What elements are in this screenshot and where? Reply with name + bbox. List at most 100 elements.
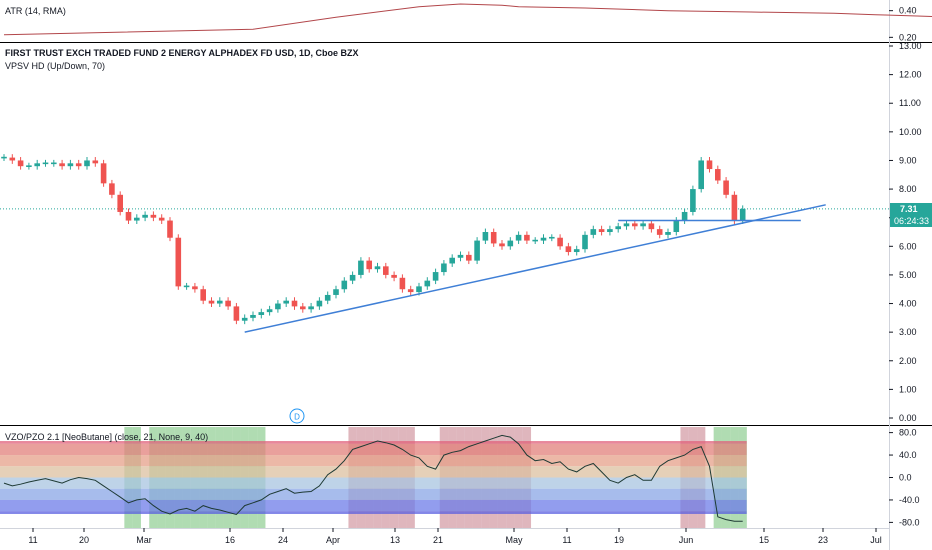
candle[interactable]: [200, 289, 206, 301]
candle[interactable]: [673, 220, 680, 232]
candle[interactable]: [258, 312, 265, 315]
candle[interactable]: [731, 194, 738, 221]
candle[interactable]: [374, 266, 381, 270]
volume-profile-label[interactable]: VPSV HD (Up/Down, 70): [5, 61, 105, 71]
candle[interactable]: [582, 234, 588, 250]
candle[interactable]: [681, 211, 688, 221]
candle[interactable]: [399, 277, 406, 290]
candle[interactable]: [698, 160, 704, 190]
candle[interactable]: [100, 163, 107, 184]
candle[interactable]: [482, 232, 489, 241]
candle[interactable]: [275, 303, 281, 310]
atr-label[interactable]: ATR (14, RMA): [5, 6, 66, 16]
atr-line[interactable]: [3, 3, 932, 36]
atr-pane[interactable]: 0.40 0.20: [3, 3, 932, 42]
price-pane[interactable]: 13.0012.0011.0010.009.008.007.006.005.00…: [0, 41, 922, 423]
candle[interactable]: [474, 240, 480, 261]
candle[interactable]: [557, 237, 563, 247]
candle[interactable]: [424, 280, 431, 287]
candle[interactable]: [51, 162, 57, 165]
candle[interactable]: [316, 300, 323, 307]
oscillator-label[interactable]: VZO/PZO 2.1 [NeoButane] (close, 21, None…: [5, 432, 208, 442]
candle[interactable]: [632, 223, 638, 227]
candle[interactable]: [615, 226, 621, 230]
candle[interactable]: [549, 236, 555, 239]
candle[interactable]: [17, 160, 24, 167]
candle[interactable]: [466, 254, 472, 261]
candle[interactable]: [117, 194, 123, 212]
candle[interactable]: [565, 246, 572, 253]
candle[interactable]: [175, 237, 182, 287]
candle[interactable]: [598, 229, 605, 232]
candle[interactable]: [167, 220, 173, 238]
candle[interactable]: [283, 300, 289, 304]
candle[interactable]: [507, 240, 514, 247]
candle[interactable]: [640, 223, 646, 227]
candle[interactable]: [499, 243, 505, 247]
candle[interactable]: [656, 229, 663, 235]
candle[interactable]: [449, 257, 455, 264]
candle[interactable]: [26, 165, 32, 167]
candle[interactable]: [665, 232, 671, 235]
candle[interactable]: [532, 239, 538, 242]
candle[interactable]: [690, 189, 696, 212]
candle[interactable]: [291, 300, 298, 307]
candle[interactable]: [134, 217, 140, 221]
candle[interactable]: [441, 263, 447, 273]
candle[interactable]: [416, 286, 422, 293]
candle[interactable]: [142, 214, 148, 218]
candle[interactable]: [59, 163, 65, 167]
candle[interactable]: [125, 211, 132, 221]
candle[interactable]: [457, 254, 464, 258]
candle[interactable]: [109, 183, 115, 195]
candle[interactable]: [217, 300, 223, 304]
candle[interactable]: [391, 274, 397, 278]
candle[interactable]: [34, 163, 40, 167]
dividend-marker[interactable]: D: [289, 408, 305, 424]
candle[interactable]: [366, 260, 372, 270]
candle[interactable]: [158, 217, 165, 221]
candle[interactable]: [192, 286, 198, 290]
candle[interactable]: [341, 280, 348, 290]
candle[interactable]: [349, 274, 356, 281]
candle[interactable]: [67, 163, 74, 167]
candle[interactable]: [1, 156, 7, 159]
candle[interactable]: [358, 260, 364, 275]
candle[interactable]: [208, 300, 215, 304]
oscillator-pane[interactable]: 80.0 40.0 0.0 -40.0 -80.0: [0, 427, 920, 528]
candle[interactable]: [266, 309, 273, 313]
candle[interactable]: [490, 232, 497, 244]
candle[interactable]: [250, 314, 256, 318]
candle[interactable]: [706, 160, 713, 170]
candle[interactable]: [241, 317, 248, 321]
time-axis[interactable]: 11 20 Mar 16 24 Apr 13 21 May 11 19 Jun 15 23 Jul: [28, 528, 882, 545]
candle[interactable]: [573, 249, 580, 253]
candle[interactable]: [623, 223, 630, 227]
candle[interactable]: [432, 272, 439, 281]
candle[interactable]: [324, 294, 331, 301]
candle[interactable]: [183, 285, 190, 288]
candle[interactable]: [540, 237, 547, 241]
candle[interactable]: [383, 266, 389, 275]
candle[interactable]: [92, 160, 99, 164]
candle[interactable]: [225, 300, 231, 307]
candle[interactable]: [715, 169, 721, 181]
candle[interactable]: [9, 157, 16, 161]
candle[interactable]: [42, 162, 49, 165]
candle[interactable]: [739, 208, 746, 221]
candle[interactable]: [515, 234, 522, 241]
candle[interactable]: [75, 163, 82, 167]
candle[interactable]: [233, 306, 240, 321]
candle[interactable]: [407, 289, 414, 293]
candle[interactable]: [648, 223, 655, 230]
candle[interactable]: [607, 229, 613, 232]
candle[interactable]: [723, 180, 729, 195]
candle[interactable]: [524, 234, 530, 241]
candle[interactable]: [308, 306, 314, 310]
trendline[interactable]: [244, 204, 826, 333]
candle[interactable]: [333, 289, 339, 295]
candle[interactable]: [150, 214, 157, 218]
candle[interactable]: [84, 160, 90, 167]
oscillator-line[interactable]: [3, 434, 743, 522]
candle[interactable]: [300, 306, 306, 310]
